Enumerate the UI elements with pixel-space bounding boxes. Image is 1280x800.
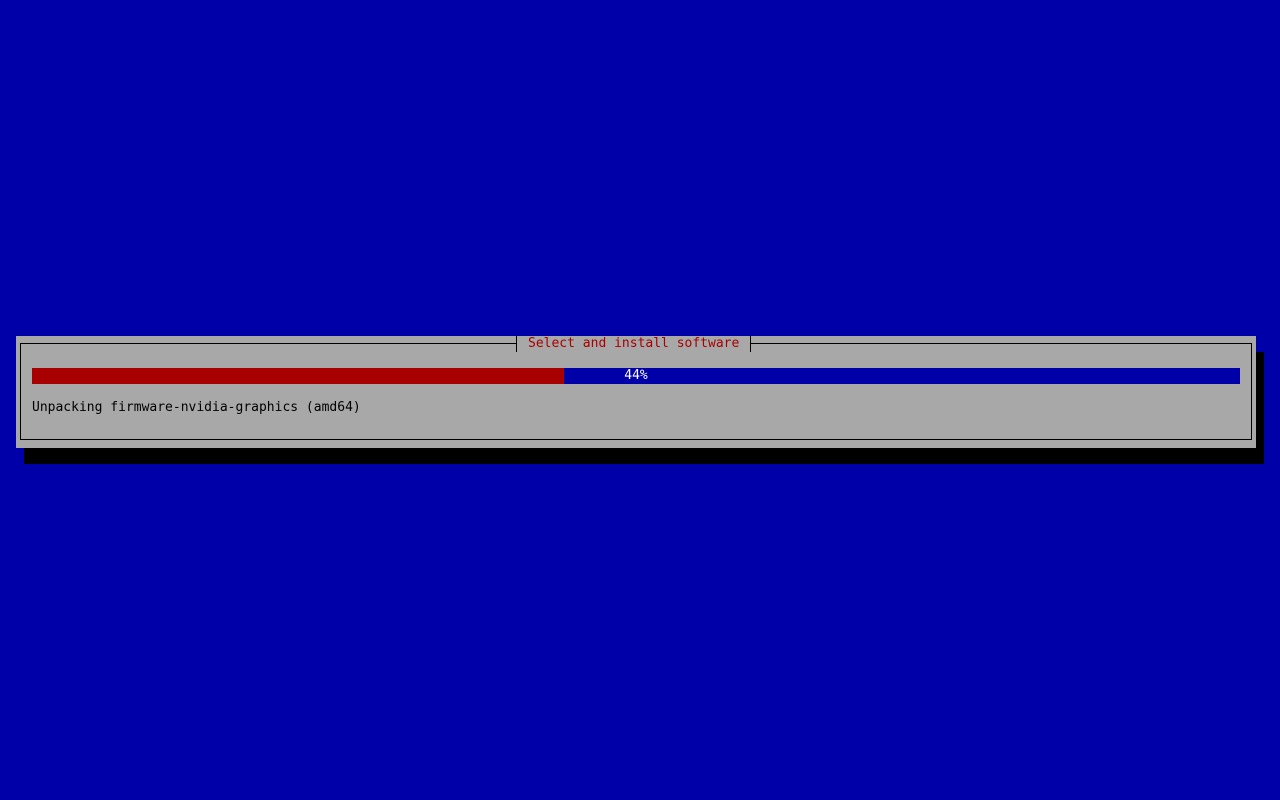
dialog-frame (20, 343, 1252, 440)
progress-bar: 44% (32, 368, 1240, 384)
status-text: Unpacking firmware-nvidia-graphics (amd6… (32, 400, 361, 415)
progress-label: 44% (624, 368, 648, 383)
install-dialog: Select and install software 44% Unpackin… (16, 336, 1256, 448)
dialog-title: Select and install software (516, 336, 752, 352)
progress-fill (32, 368, 564, 384)
